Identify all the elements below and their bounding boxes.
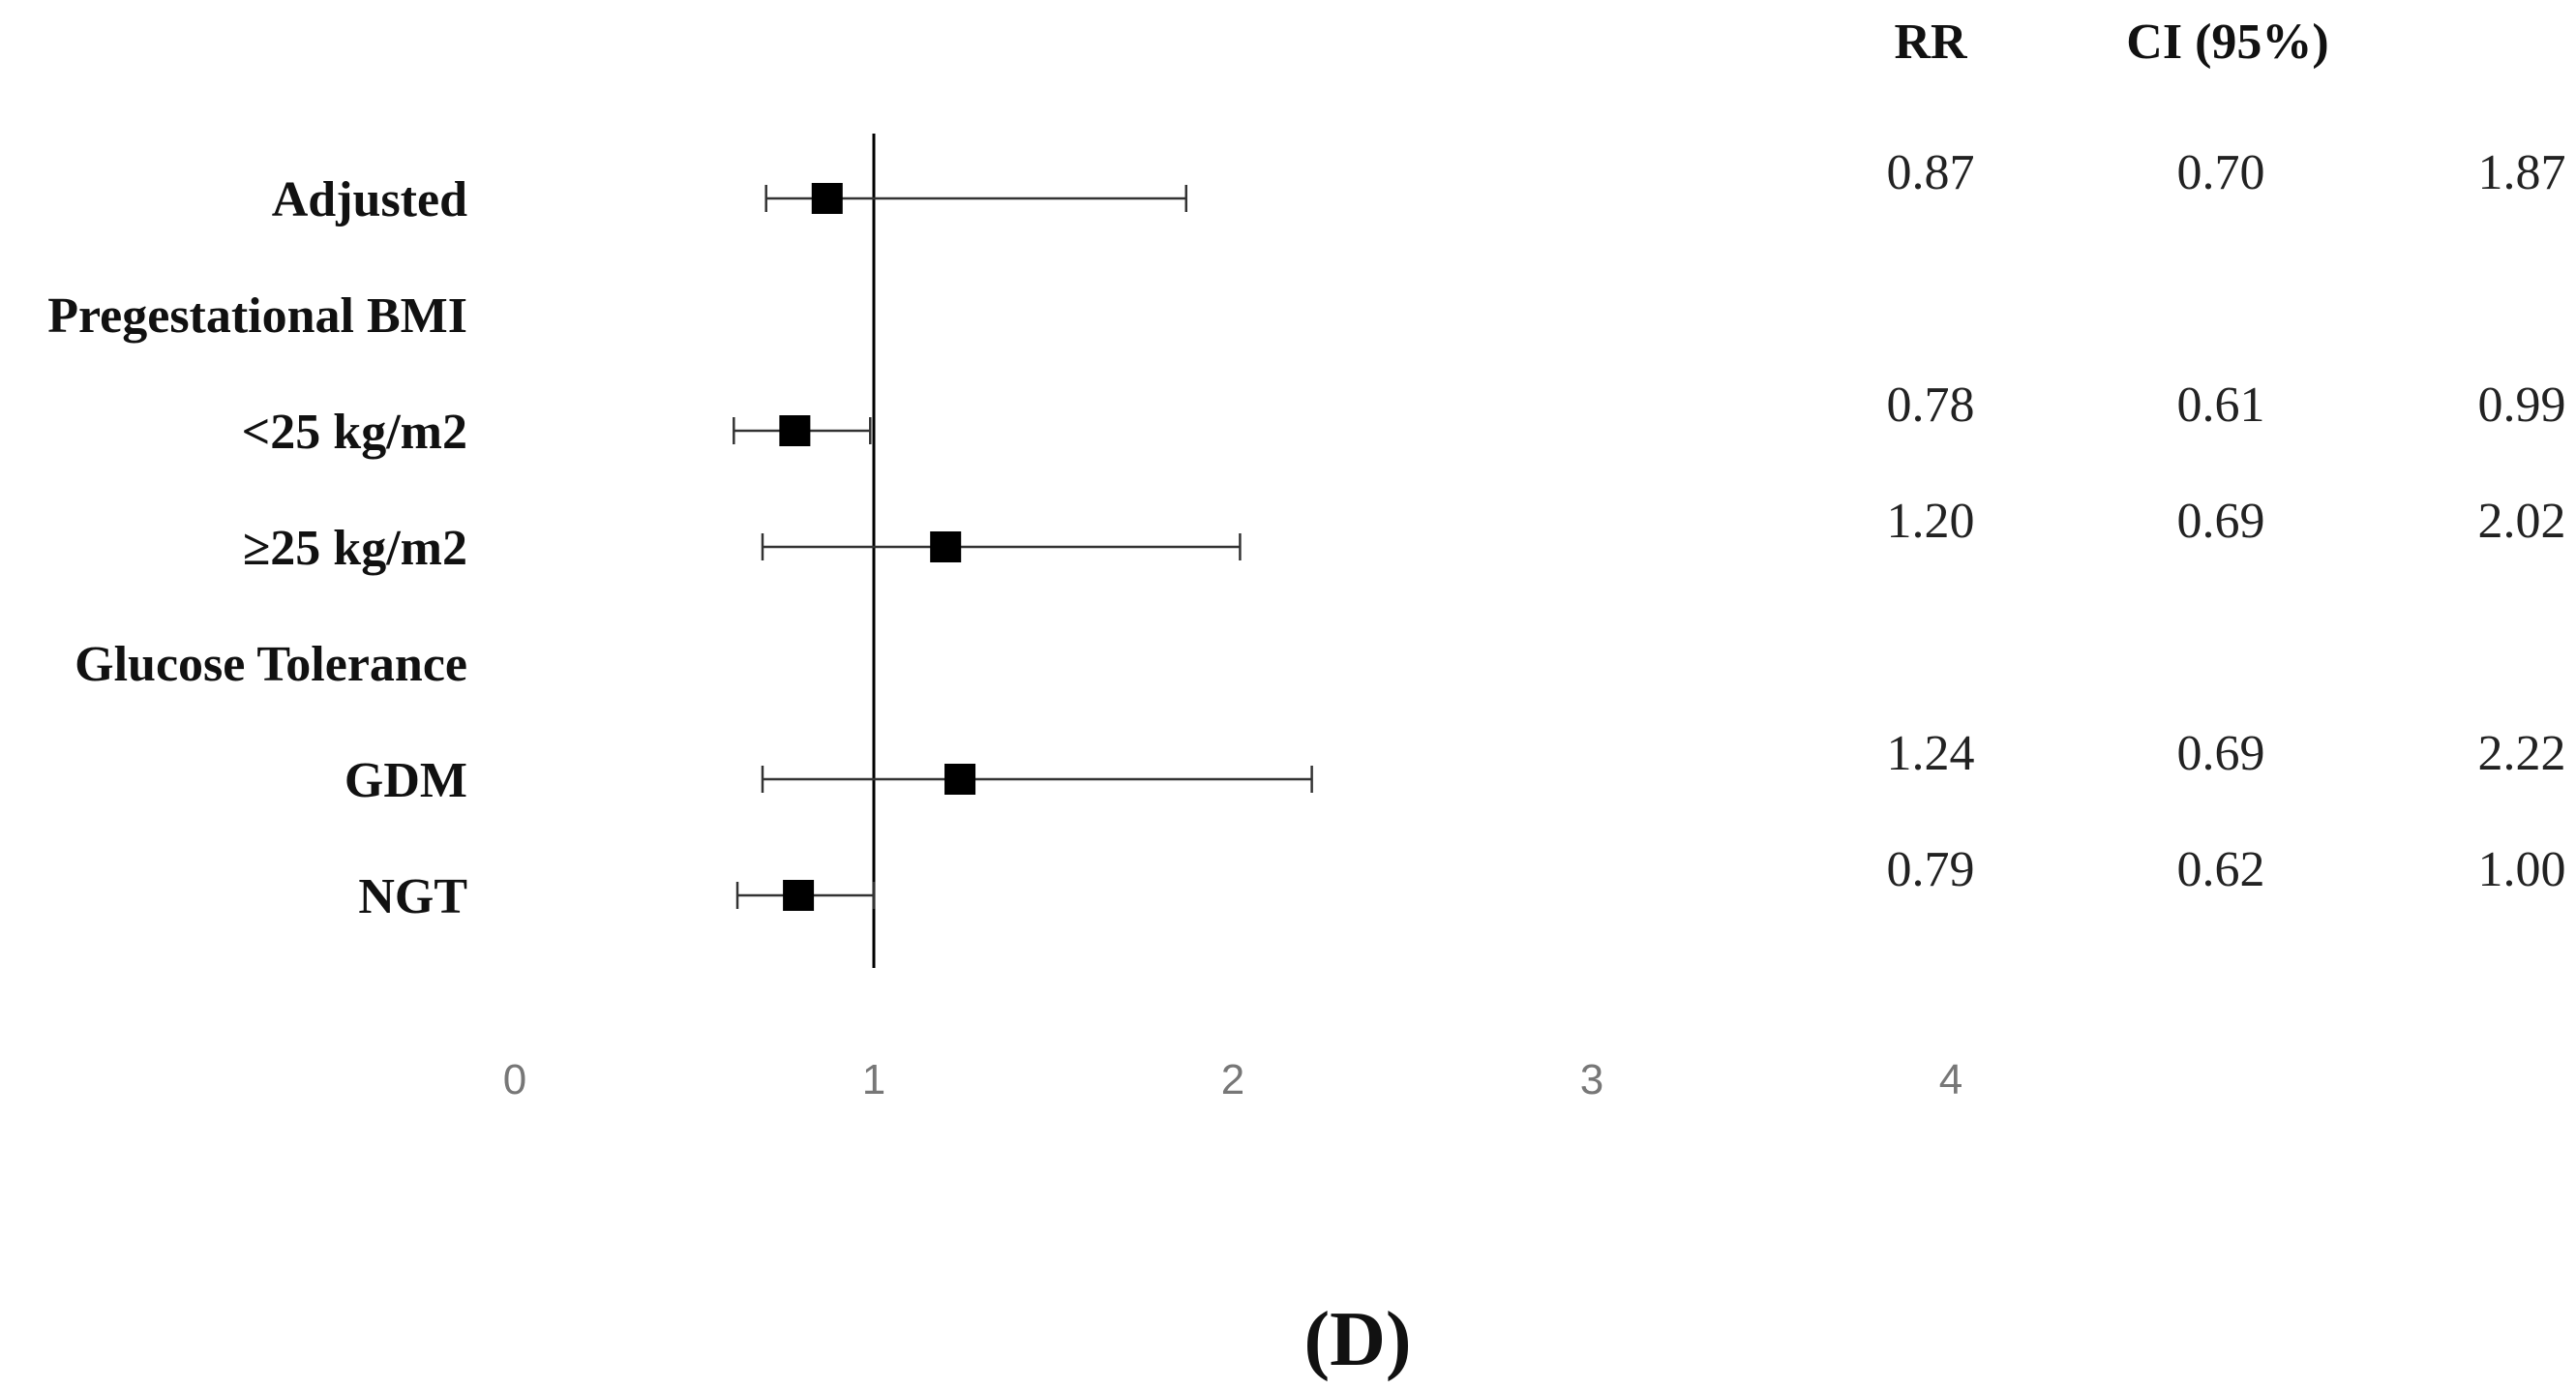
ci-column-header: CI (95%) (2126, 15, 2328, 70)
forest-rows: Adjusted 0.87 0.70 1.87 Pregestational BMI <2… (47, 134, 2566, 968)
point-estimate-2 (779, 415, 811, 446)
panel-label: (D) (1303, 1297, 1411, 1382)
rr-value-5: 1.24 (1887, 726, 1975, 781)
rr-column-header: RR (1894, 15, 1968, 70)
ci-lower-value-2: 0.61 (2177, 378, 2265, 433)
x-tick-label-3: 3 (1580, 1056, 1603, 1103)
ci-upper-value-5: 2.22 (2478, 726, 2566, 781)
rr-value-0: 0.87 (1887, 145, 1975, 200)
ci-lower-value-6: 0.62 (2177, 842, 2265, 897)
rr-value-3: 1.20 (1887, 494, 1975, 549)
row-label-5: GDM (344, 753, 467, 808)
point-estimate-0 (811, 183, 843, 214)
ci-upper-value-0: 1.87 (2478, 145, 2566, 200)
x-tick-label-4: 4 (1939, 1056, 1962, 1103)
ci-lower-value-3: 0.69 (2177, 494, 2265, 549)
point-estimate-5 (944, 764, 976, 795)
rr-value-6: 0.79 (1887, 842, 1975, 897)
x-tick-label-0: 0 (503, 1056, 526, 1103)
ci-upper-value-3: 2.02 (2478, 494, 2566, 549)
row-label-6: NGT (358, 869, 467, 924)
ci-lower-value-0: 0.70 (2177, 145, 2265, 200)
row-label-2: <25 kg/m2 (242, 405, 467, 460)
rr-value-2: 0.78 (1887, 378, 1975, 433)
point-estimate-3 (930, 531, 962, 562)
ci-lower-value-5: 0.69 (2177, 726, 2265, 781)
row-label-0: Adjusted (272, 172, 467, 227)
row-label-3: ≥25 kg/m2 (243, 521, 467, 576)
ci-upper-value-2: 0.99 (2478, 378, 2566, 433)
ci-upper-value-6: 1.00 (2478, 842, 2566, 897)
point-estimate-6 (783, 880, 815, 911)
row-label-4: Glucose Tolerance (75, 637, 467, 692)
x-axis-ticks: 0 1 2 3 4 (503, 1056, 1962, 1103)
x-tick-label-1: 1 (862, 1056, 885, 1103)
row-label-1: Pregestational BMI (47, 288, 467, 344)
x-tick-label-2: 2 (1221, 1056, 1244, 1103)
